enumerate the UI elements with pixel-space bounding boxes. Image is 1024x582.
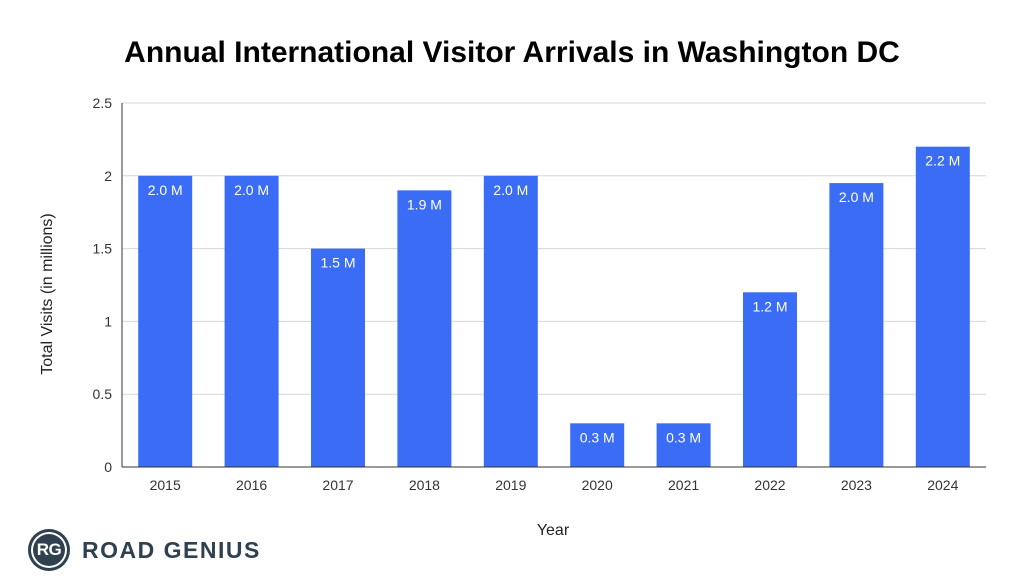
data-labels: 2.0 M 2.0 M 1.5 M 1.9 M 2.0 M 0.3 M 0.3 M 1.2 M… [148, 153, 961, 446]
x-tick-label: 2023 [841, 477, 872, 493]
y-tick-label: 1 [104, 313, 112, 329]
brand-name: ROAD GENIUS [82, 536, 261, 563]
data-label: 2.0 M [234, 182, 269, 198]
x-tick-label: 2018 [409, 477, 440, 493]
data-label: 2.0 M [839, 189, 874, 205]
x-tick-label: 2016 [236, 477, 267, 493]
data-label: 2.0 M [493, 182, 528, 198]
bar [311, 248, 365, 467]
brand: RG ROAD GENIUS [28, 528, 261, 572]
data-label: 2.0 M [148, 182, 183, 198]
axes: 0 0.5 1 1.5 2 2.5 2015 2016 2017 2018 2019 2020 2021… [93, 95, 986, 493]
bar [656, 423, 711, 467]
y-axis-title: Total Visits (in millions) [39, 213, 56, 375]
data-label: 1.2 M [752, 298, 787, 314]
bar [915, 146, 970, 467]
rg-circle-logo: RG [28, 529, 70, 571]
bar [138, 175, 193, 468]
data-label: 1.9 M [407, 196, 442, 212]
x-tick-label: 2021 [668, 477, 699, 493]
y-tick-label: 2 [104, 168, 112, 184]
data-label: 1.5 M [320, 255, 355, 271]
x-tick-label: 2024 [927, 477, 958, 493]
bar [570, 423, 625, 467]
x-tick-label: 2015 [150, 477, 181, 493]
bar [829, 183, 884, 467]
x-tick-label: 2017 [322, 477, 353, 493]
bar [397, 190, 452, 468]
y-tick-label: 0 [104, 459, 112, 475]
x-tick-label: 2020 [582, 477, 613, 493]
bars [138, 146, 970, 468]
y-tick-label: 2.5 [93, 95, 113, 111]
x-tick-label: 2019 [495, 477, 526, 493]
data-label: 0.3 M [666, 429, 701, 445]
y-tick-label: 0.5 [93, 386, 113, 402]
x-tick-label: 2022 [754, 477, 785, 493]
bar [483, 175, 538, 468]
bar [224, 175, 279, 468]
x-axis-title: Year [537, 522, 570, 539]
chart-title: Annual International Visitor Arrivals in… [124, 36, 900, 69]
data-label: 2.2 M [925, 153, 960, 169]
y-tick-label: 1.5 [93, 241, 113, 257]
data-label: 0.3 M [580, 429, 615, 445]
bar [743, 292, 797, 467]
